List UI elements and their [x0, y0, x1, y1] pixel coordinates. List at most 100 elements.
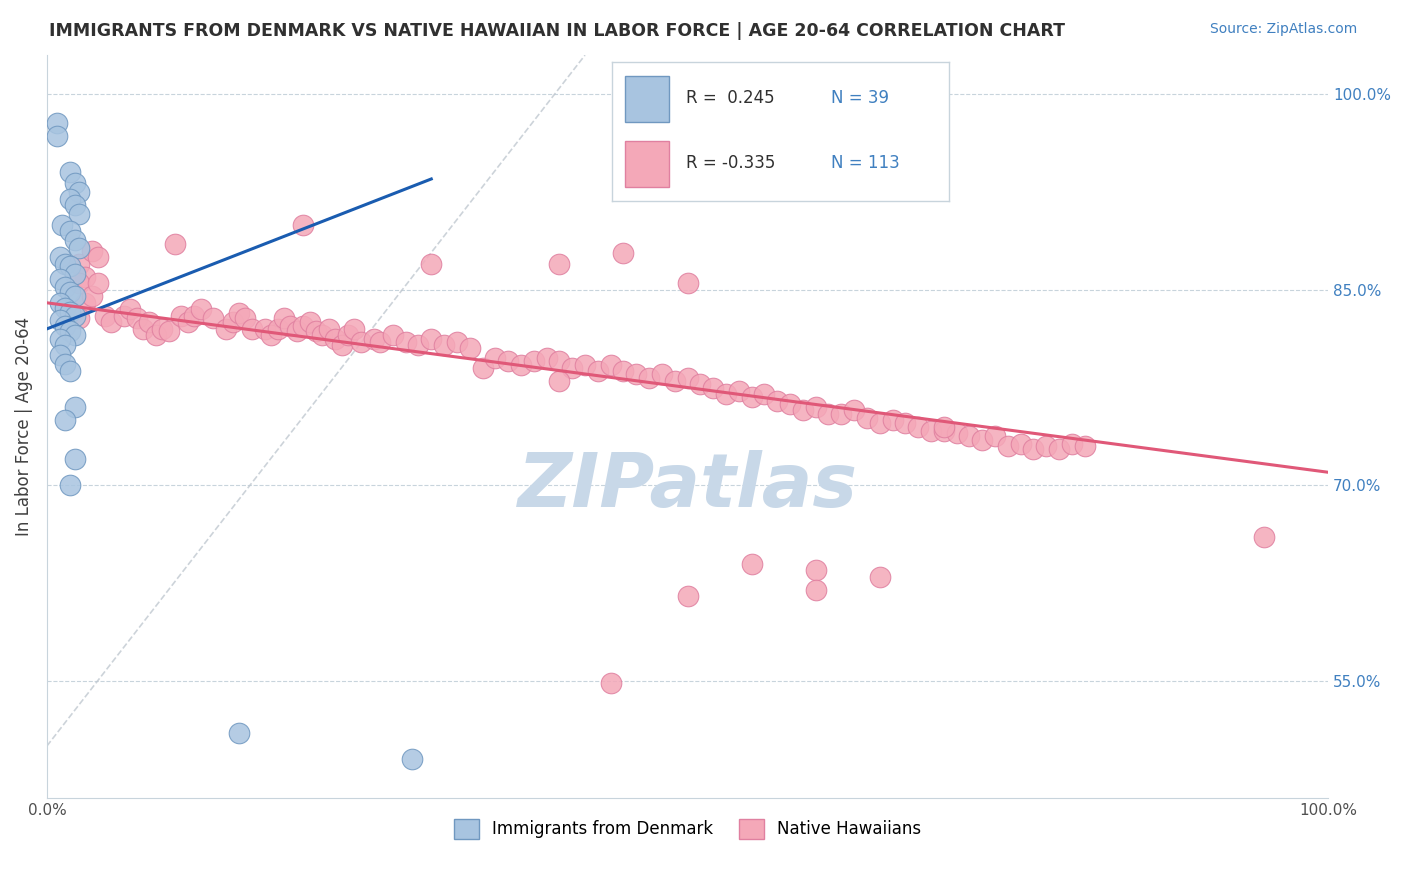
- Point: [53, 301, 76, 315]
- Point: [420, 332, 443, 346]
- Point: [401, 752, 423, 766]
- Point: [48, 312, 70, 326]
- Point: [804, 582, 827, 597]
- Point: [157, 325, 180, 339]
- Point: [676, 371, 699, 385]
- Point: [67, 241, 90, 255]
- Point: [48, 348, 70, 362]
- Point: [202, 311, 225, 326]
- Point: [145, 328, 167, 343]
- Point: [536, 351, 558, 365]
- Point: [285, 325, 308, 339]
- Point: [882, 413, 904, 427]
- Point: [471, 361, 494, 376]
- Point: [612, 363, 634, 377]
- Point: [266, 322, 288, 336]
- Point: [292, 319, 315, 334]
- Point: [638, 371, 661, 385]
- Point: [53, 357, 76, 371]
- Point: [368, 334, 391, 349]
- Point: [395, 334, 418, 349]
- Point: [1073, 439, 1095, 453]
- Point: [997, 439, 1019, 453]
- Point: [278, 319, 301, 334]
- Point: [59, 325, 82, 339]
- Point: [446, 334, 468, 349]
- Point: [63, 176, 86, 190]
- Point: [804, 563, 827, 577]
- Point: [1010, 436, 1032, 450]
- Point: [599, 359, 621, 373]
- Point: [894, 416, 917, 430]
- Point: [59, 363, 82, 377]
- Point: [741, 390, 763, 404]
- Point: [842, 402, 865, 417]
- Point: [51, 218, 73, 232]
- Point: [523, 354, 546, 368]
- Point: [48, 250, 70, 264]
- Point: [363, 332, 385, 346]
- Point: [67, 257, 90, 271]
- Point: [1022, 442, 1045, 456]
- Point: [676, 589, 699, 603]
- Point: [714, 387, 737, 401]
- Point: [163, 237, 186, 252]
- Point: [932, 424, 955, 438]
- Point: [63, 267, 86, 281]
- Point: [235, 311, 257, 326]
- Point: [132, 322, 155, 336]
- Point: [59, 285, 82, 300]
- Point: [869, 416, 891, 430]
- Point: [63, 233, 86, 247]
- Text: IMMIGRANTS FROM DENMARK VS NATIVE HAWAIIAN IN LABOR FORCE | AGE 20-64 CORRELATIO: IMMIGRANTS FROM DENMARK VS NATIVE HAWAII…: [49, 22, 1066, 40]
- Bar: [626, 77, 669, 122]
- Point: [626, 368, 648, 382]
- Point: [62, 306, 84, 320]
- Point: [420, 257, 443, 271]
- Point: [318, 322, 340, 336]
- Point: [727, 384, 749, 399]
- Point: [741, 557, 763, 571]
- Point: [702, 380, 724, 394]
- Point: [53, 257, 76, 271]
- Point: [63, 400, 86, 414]
- Point: [87, 250, 110, 264]
- Point: [75, 295, 97, 310]
- Text: ZIPatlas: ZIPatlas: [517, 450, 858, 523]
- Point: [599, 676, 621, 690]
- Point: [53, 413, 76, 427]
- Legend: Immigrants from Denmark, Native Hawaiians: Immigrants from Denmark, Native Hawaiian…: [447, 812, 928, 846]
- Point: [574, 359, 596, 373]
- Point: [100, 315, 122, 329]
- Point: [170, 309, 193, 323]
- Text: Source: ZipAtlas.com: Source: ZipAtlas.com: [1209, 22, 1357, 37]
- Point: [292, 218, 315, 232]
- Point: [754, 387, 776, 401]
- Point: [67, 277, 90, 291]
- Text: N = 113: N = 113: [831, 154, 900, 172]
- Point: [63, 328, 86, 343]
- Text: N = 39: N = 39: [831, 89, 889, 107]
- Point: [330, 337, 353, 351]
- Y-axis label: In Labor Force | Age 20-64: In Labor Force | Age 20-64: [15, 317, 32, 536]
- Point: [766, 393, 789, 408]
- Point: [53, 319, 76, 334]
- Point: [1035, 439, 1057, 453]
- Point: [496, 354, 519, 368]
- Point: [1047, 442, 1070, 456]
- Point: [46, 128, 69, 143]
- Point: [586, 363, 609, 377]
- Point: [336, 328, 359, 343]
- Point: [63, 309, 86, 323]
- Point: [1253, 531, 1275, 545]
- Point: [228, 726, 250, 740]
- Point: [920, 424, 942, 438]
- Point: [676, 277, 699, 291]
- Point: [240, 322, 263, 336]
- Point: [138, 315, 160, 329]
- Point: [664, 374, 686, 388]
- Text: R =  0.245: R = 0.245: [686, 89, 775, 107]
- Point: [67, 311, 90, 326]
- Point: [779, 397, 801, 411]
- Point: [260, 328, 283, 343]
